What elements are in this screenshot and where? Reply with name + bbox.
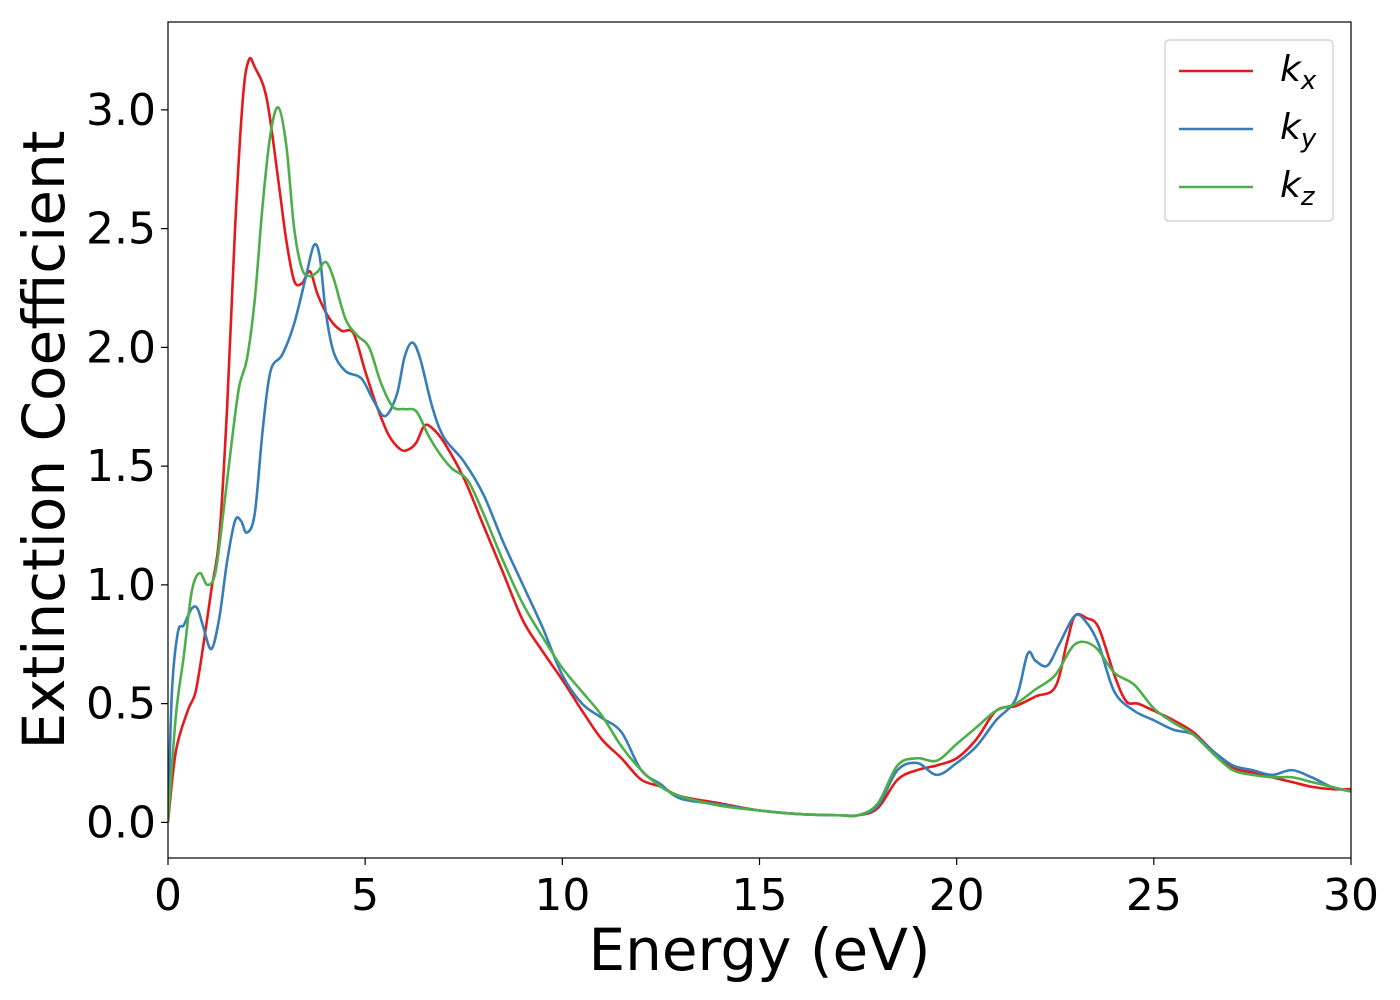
x-tick-label: 20 — [929, 870, 985, 921]
y-axis: 0.0 0.5 1.0 1.5 2.0 2.5 3.0 — [86, 85, 168, 848]
y-tick-label: 0.5 — [86, 679, 156, 730]
y-tick-label: 2.5 — [86, 204, 156, 255]
y-axis-title: Extinction Coefficient — [10, 131, 78, 750]
x-axis-title: Energy (eV) — [588, 916, 930, 984]
y-tick-label: 2.0 — [86, 322, 156, 373]
x-tick-label: 0 — [154, 870, 182, 921]
y-tick-label: 0.0 — [86, 797, 156, 848]
legend-box — [1164, 39, 1334, 222]
x-tick-label: 5 — [351, 870, 379, 921]
x-tick-label: 30 — [1323, 870, 1379, 921]
x-tick-label: 25 — [1126, 870, 1182, 921]
y-tick-label: 1.5 — [86, 441, 156, 492]
series-line-kx — [168, 56, 1351, 823]
x-tick-label: 15 — [732, 870, 788, 921]
y-tick-label: 1.0 — [86, 560, 156, 611]
x-axis: 0 5 10 15 20 25 30 — [154, 858, 1379, 921]
series-line-kz — [168, 106, 1351, 823]
y-tick-label: 3.0 — [86, 85, 156, 136]
series-line-ky — [168, 242, 1351, 823]
legend-label-kz: kz — [1280, 165, 1316, 212]
x-tick-label: 10 — [534, 870, 590, 921]
series-layer — [168, 56, 1351, 823]
